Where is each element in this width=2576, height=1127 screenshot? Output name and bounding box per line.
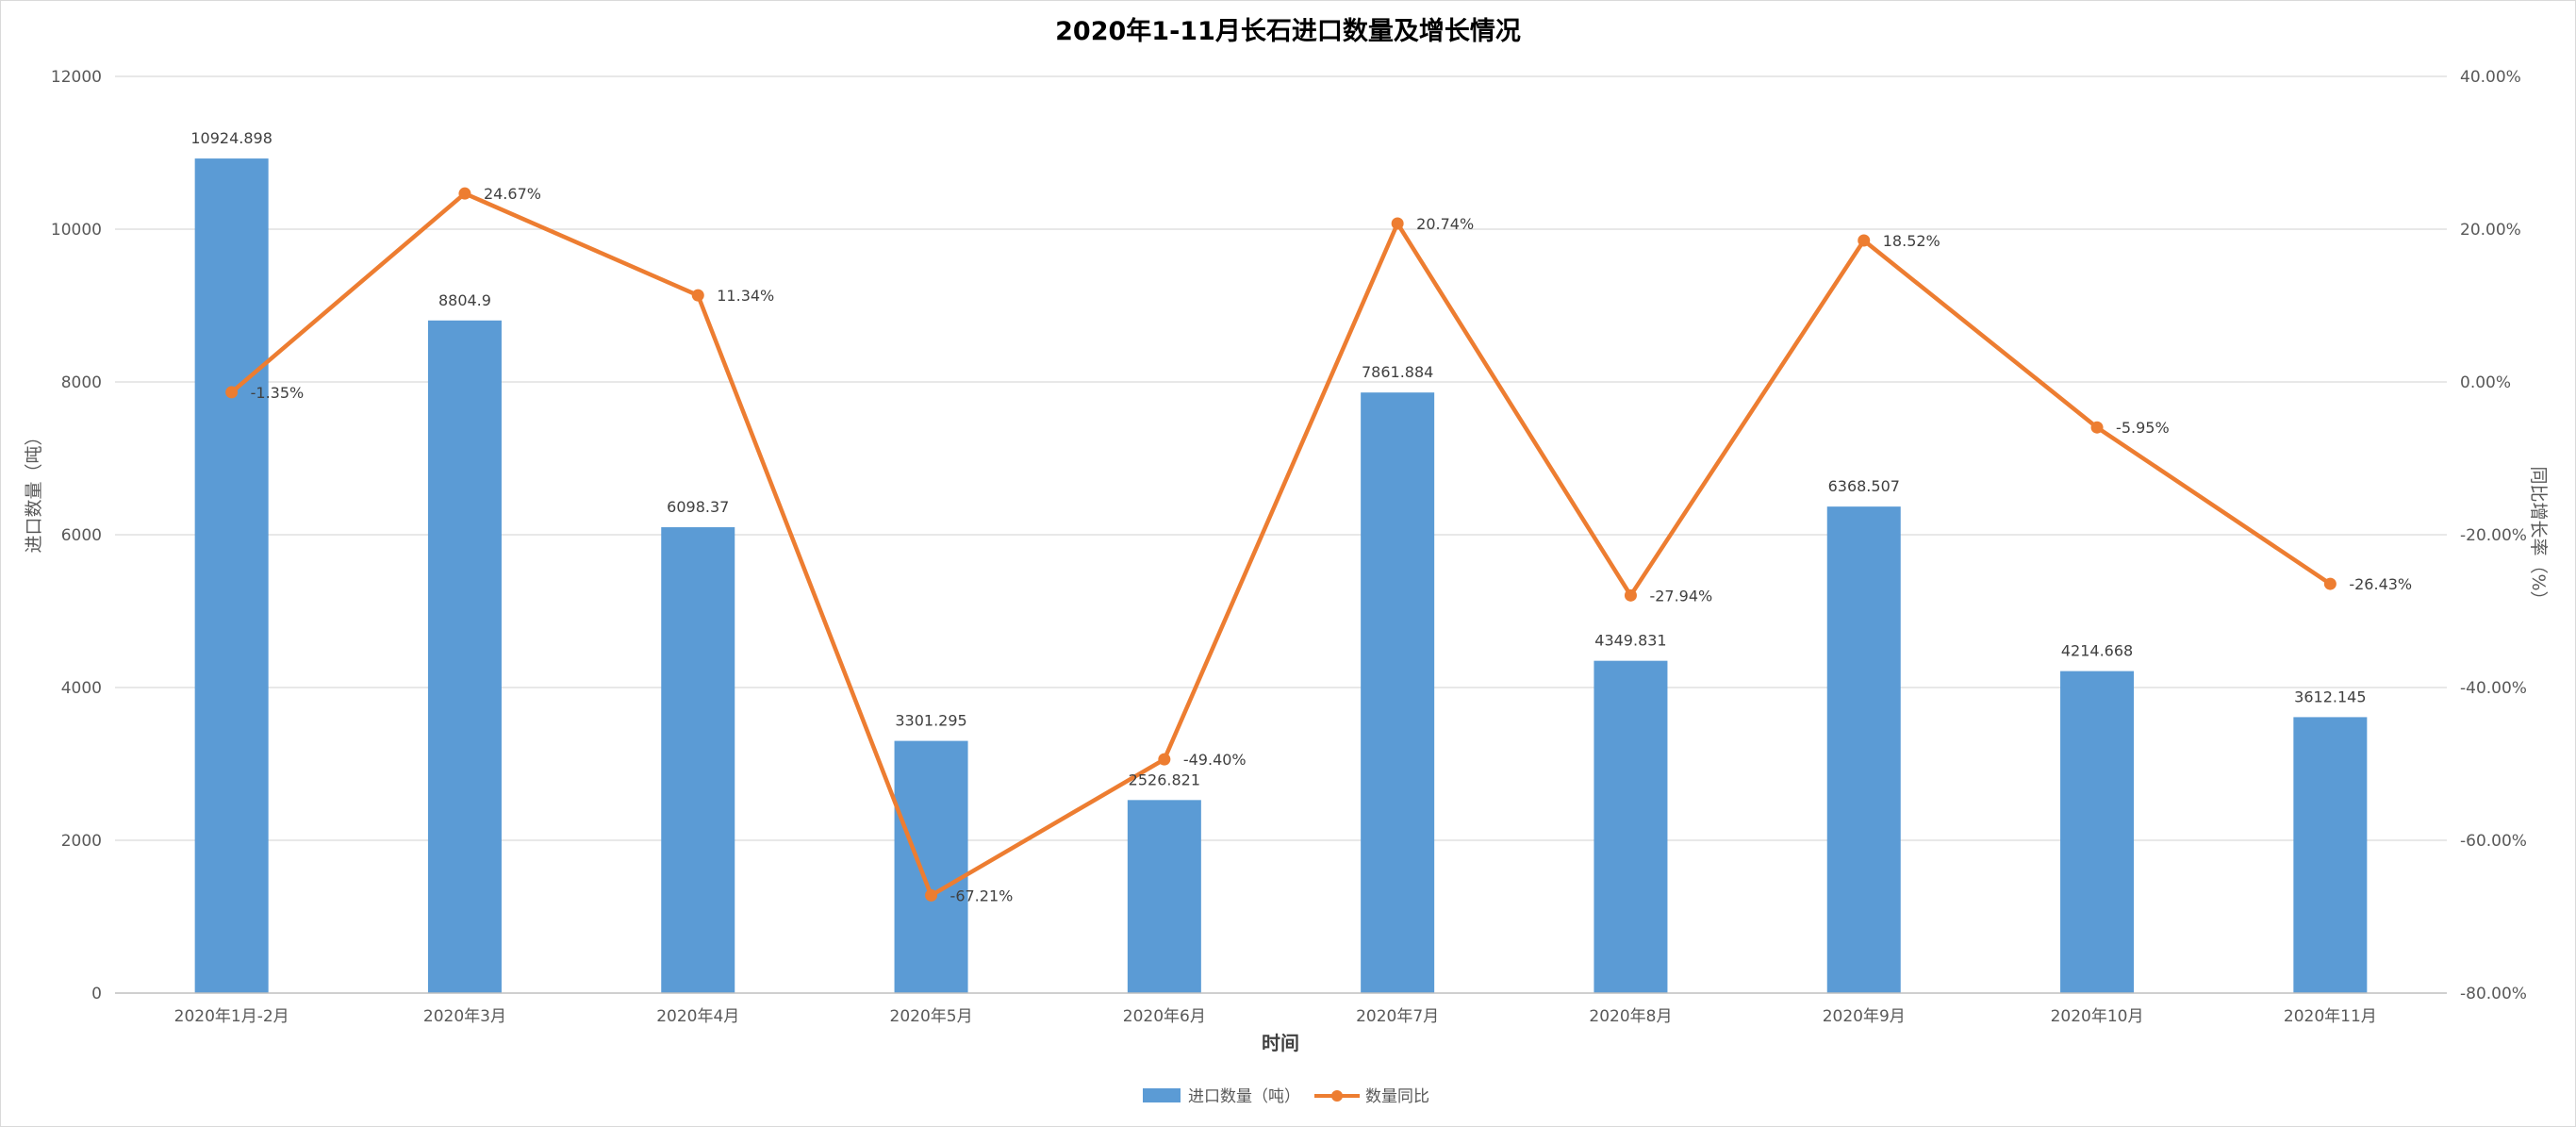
line-point bbox=[458, 187, 471, 200]
x-tick-label: 2020年11月 bbox=[2284, 1007, 2377, 1026]
bar-data-label: 7861.884 bbox=[1362, 363, 1433, 381]
legend: 进口数量（吨） 数量同比 bbox=[1143, 1087, 1429, 1106]
y-tick-label: 4000 bbox=[61, 679, 102, 698]
line-data-label: 20.74% bbox=[1416, 215, 1474, 233]
legend-bar-label: 进口数量（吨） bbox=[1188, 1087, 1300, 1106]
line-data-label: -26.43% bbox=[2349, 575, 2412, 593]
y2-tick-label: -80.00% bbox=[2460, 985, 2527, 1003]
line-data-label: 18.52% bbox=[1883, 232, 1940, 250]
line-point bbox=[1858, 234, 1871, 247]
line-point bbox=[1391, 217, 1404, 230]
growth-line bbox=[230, 191, 2332, 898]
line-data-label: -1.35% bbox=[251, 384, 305, 402]
bar bbox=[1361, 392, 1435, 994]
line-point bbox=[1158, 753, 1171, 766]
line-data-label: -27.94% bbox=[1649, 587, 1712, 605]
bar-data-label: 4349.831 bbox=[1594, 632, 1666, 650]
line-point bbox=[925, 888, 938, 902]
line-data-label: 11.34% bbox=[717, 287, 774, 305]
x-tick-label: 2020年9月 bbox=[1823, 1007, 1906, 1026]
bar-data-label: 8804.9 bbox=[438, 291, 491, 309]
line-data-label: 24.67% bbox=[484, 185, 541, 203]
bar bbox=[2293, 717, 2368, 993]
bar bbox=[194, 158, 269, 994]
chart-title: 2020年1-11月长石进口数量及增长情况 bbox=[1055, 16, 1521, 46]
x-axis-title: 时间 bbox=[1262, 1032, 1299, 1054]
y-tick-label: 6000 bbox=[61, 526, 102, 545]
x-tick-label: 2020年1月-2月 bbox=[174, 1007, 289, 1026]
bar bbox=[1826, 506, 1901, 993]
axes: 0 2000 4000 6000 8000 10000 12000 -80.00% -60.00… bbox=[51, 68, 2527, 1026]
y2-tick-label: 20.00% bbox=[2460, 221, 2521, 240]
bar bbox=[661, 527, 735, 993]
bar-data-label: 6098.37 bbox=[667, 498, 729, 516]
y-tick-label: 0 bbox=[91, 985, 102, 1003]
bar bbox=[427, 320, 502, 993]
y2-tick-label: -40.00% bbox=[2460, 679, 2527, 698]
x-tick-label: 2020年3月 bbox=[423, 1007, 506, 1026]
bar bbox=[1593, 660, 1668, 993]
line-point bbox=[2323, 577, 2337, 590]
x-tick-label: 2020年5月 bbox=[890, 1007, 973, 1026]
y-tick-label: 8000 bbox=[61, 373, 102, 392]
bar-data-label: 3301.295 bbox=[895, 712, 966, 730]
x-tick-label: 2020年7月 bbox=[1356, 1007, 1439, 1026]
line-point bbox=[1624, 588, 1637, 602]
x-tick-label: 2020年4月 bbox=[656, 1007, 739, 1026]
legend-bar-swatch bbox=[1143, 1088, 1181, 1102]
x-tick-label: 2020年6月 bbox=[1123, 1007, 1206, 1026]
y2-tick-label: -60.00% bbox=[2460, 832, 2527, 851]
bar bbox=[894, 740, 968, 993]
gridlines bbox=[115, 75, 2447, 841]
bar-data-label: 6368.507 bbox=[1828, 477, 1900, 495]
line-series bbox=[225, 187, 2337, 902]
y2-tick-label: 0.00% bbox=[2460, 373, 2511, 392]
line-point bbox=[225, 386, 239, 399]
y-tick-label: 2000 bbox=[61, 832, 102, 851]
legend-line-label: 数量同比 bbox=[1365, 1087, 1429, 1106]
line-data-label: -49.40% bbox=[1183, 751, 1247, 769]
legend-line-marker bbox=[1331, 1090, 1343, 1102]
line-point bbox=[2090, 421, 2104, 434]
y-axis-title: 进口数量（吨） bbox=[24, 427, 44, 553]
bar-data-label: 3612.145 bbox=[2294, 688, 2366, 705]
line-point bbox=[691, 289, 704, 302]
data-labels: 10924.898 8804.9 6098.37 3301.295 2526.821 78… bbox=[190, 129, 2412, 904]
x-tick-label: 2020年10月 bbox=[2051, 1007, 2144, 1026]
bar-data-label: 2526.821 bbox=[1129, 771, 1200, 788]
y2-axis-title: 同比增长率（%） bbox=[2528, 466, 2549, 608]
bar-data-label: 10924.898 bbox=[190, 129, 272, 147]
bar bbox=[2060, 671, 2135, 993]
y-tick-label: 10000 bbox=[51, 221, 102, 240]
y2-tick-label: -20.00% bbox=[2460, 526, 2527, 545]
line-data-label: -5.95% bbox=[2116, 419, 2170, 437]
bar-series bbox=[194, 158, 2368, 994]
line-data-label: -67.21% bbox=[950, 887, 1014, 904]
y2-tick-label: 40.00% bbox=[2460, 68, 2521, 87]
bar bbox=[1127, 800, 1201, 993]
x-tick-label: 2020年8月 bbox=[1589, 1007, 1672, 1026]
y-tick-label: 12000 bbox=[51, 68, 102, 87]
bar-data-label: 4214.668 bbox=[2061, 642, 2133, 660]
